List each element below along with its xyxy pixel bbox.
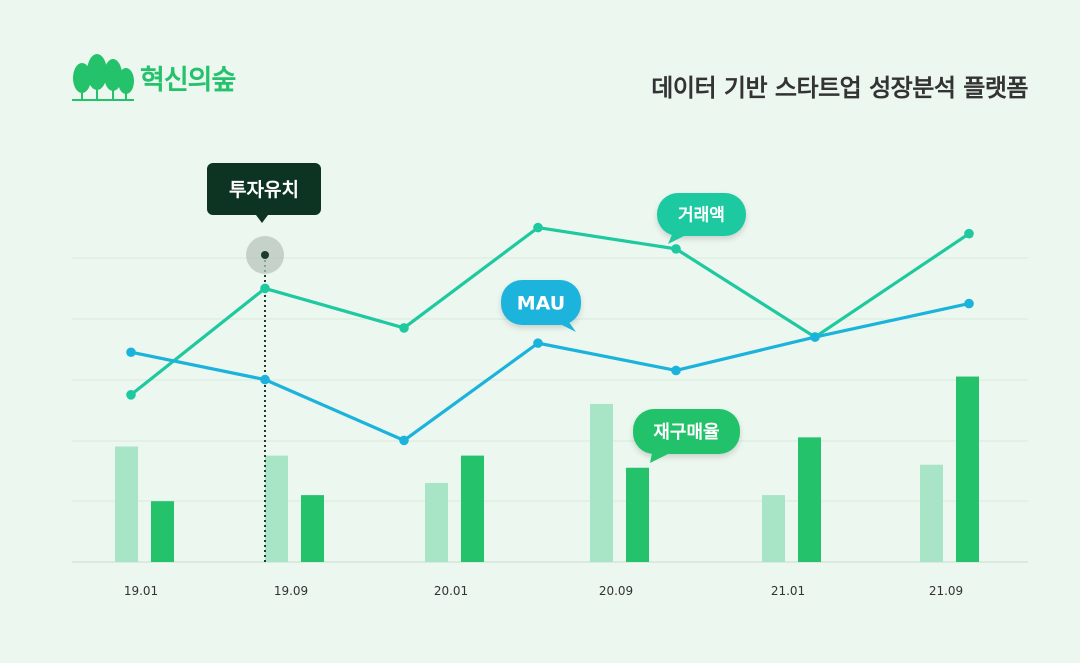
bar-light [590, 403, 613, 562]
event-marker-dot [261, 251, 269, 259]
bar-dark [461, 455, 484, 562]
data-point [810, 332, 820, 342]
bar-dark [956, 376, 979, 562]
data-point [399, 323, 409, 333]
bar-dark [798, 437, 821, 562]
event-label-investment-body [207, 163, 321, 215]
series-label-mau: MAU [501, 280, 581, 332]
brand-logo[interactable]: 혁신의숲 [70, 52, 236, 102]
series-label-repurchase-body [633, 409, 740, 454]
bar-dark [626, 467, 649, 562]
bar-light [762, 495, 785, 562]
series-label-repurchase: 재구매율 [633, 409, 740, 463]
data-point [126, 390, 136, 400]
data-point [399, 435, 409, 446]
data-point [964, 228, 974, 239]
data-point [671, 365, 681, 376]
series-label-transaction-body [657, 193, 746, 236]
data-point [533, 338, 543, 348]
series-label-transaction: 거래액 [657, 193, 746, 244]
data-point [260, 283, 270, 294]
series-label-repurchase-tail [650, 448, 672, 463]
x-tick-label: 20.09 [599, 584, 633, 598]
event-label-investment-label: 투자유치 [229, 179, 299, 201]
data-point [671, 244, 681, 254]
x-tick-label: 19.01 [124, 584, 158, 598]
x-tick-label: 21.09 [929, 584, 963, 598]
series-label-mau-label: MAU [517, 292, 565, 314]
series-label-transaction-tail [668, 230, 690, 244]
bar-light [425, 482, 448, 562]
bar-dark [151, 501, 174, 562]
series-label-transaction-label: 거래액 [678, 206, 725, 226]
x-tick-label: 21.01 [771, 584, 805, 598]
x-tick-label: 19.09 [274, 584, 308, 598]
event-label-investment-tail [256, 215, 268, 223]
data-point [260, 374, 270, 385]
data-point [533, 222, 543, 233]
data-point [964, 298, 974, 309]
bar-light [920, 464, 943, 562]
series-label-repurchase-label: 재구매율 [653, 422, 719, 443]
bar-light [115, 446, 138, 562]
bar-dark [301, 495, 324, 562]
data-point [126, 347, 136, 358]
series-label-mau-tail [556, 318, 576, 332]
bar-light [265, 455, 288, 562]
series-label-mau-body [501, 280, 581, 325]
forest-trees-icon [72, 54, 134, 101]
x-tick-label: 20.01 [434, 584, 468, 598]
event-label-investment: 투자유치 [207, 163, 321, 223]
logo-text: 혁신의숲 [140, 64, 236, 96]
page-headline: 데이터 기반 스타트업 성장분석 플랫폼 [651, 74, 1028, 102]
